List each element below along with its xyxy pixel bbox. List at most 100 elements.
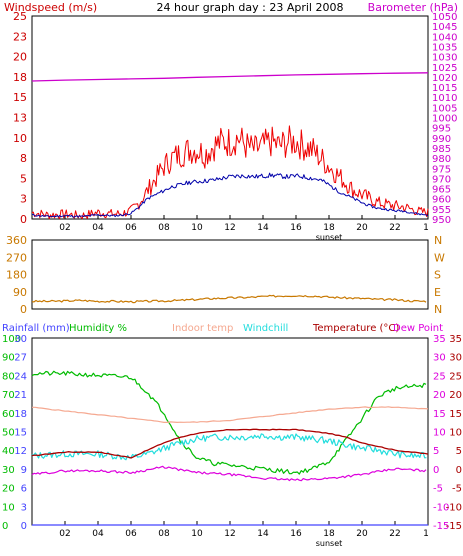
temperature-label: Temperature (°C) — [312, 323, 399, 334]
x-tick-label: 14 — [257, 223, 269, 233]
dewpoint-label: Dew Point — [393, 323, 443, 334]
temp-tick-label-outer: 5 — [456, 446, 462, 457]
wind-tick-label: 13 — [13, 112, 27, 125]
humidity-tick-label: 70 — [2, 390, 15, 401]
x-tick-label: 04 — [92, 529, 104, 539]
compass-tick-label: S — [434, 269, 441, 282]
indoor-temp-line — [32, 406, 429, 423]
baro-tick-label: 1020 — [432, 73, 457, 84]
direction-tick-label: 0 — [20, 303, 27, 316]
baro-tick-label: 950 — [432, 215, 451, 226]
sunset-marker: sunset — [316, 539, 343, 548]
rainfall-tick-label: 21 — [14, 390, 27, 401]
wind-average-line — [31, 172, 429, 218]
temp-tick-label-outer: -5 — [452, 484, 462, 495]
baro-tick-label: 1005 — [432, 103, 457, 114]
x-tick-label: 08 — [158, 529, 170, 539]
temp-tick-label-outer: 20 — [449, 390, 462, 401]
x-tick-label: 22 — [389, 223, 400, 233]
rainfall-tick-label: 27 — [14, 353, 27, 364]
temp-tick-label-outer: -15 — [446, 521, 462, 532]
rainfall-tick-label: 18 — [14, 409, 27, 420]
rainfall-tick-label: 30 — [14, 334, 27, 345]
wind-axis-label: Windspeed (m/s) — [4, 1, 97, 14]
compass-tick-label: N — [434, 234, 442, 247]
temp-tick-label-inner: -5 — [433, 484, 443, 495]
baro-tick-label: 1040 — [432, 32, 457, 43]
baro-tick-label: 1000 — [432, 114, 457, 125]
temp-tick-label-inner: 30 — [433, 353, 446, 364]
temperature-line — [31, 428, 429, 459]
wind-gust-line — [31, 125, 429, 220]
indoor-temp-label: Indoor temp — [172, 323, 233, 334]
humidity-tick-label: 80 — [2, 371, 15, 382]
x-tick-label: 12 — [224, 529, 235, 539]
rainfall-tick-label: 24 — [14, 371, 27, 382]
x-tick-label: 16 — [290, 529, 302, 539]
wind-tick-label: 23 — [13, 30, 27, 43]
baro-tick-label: 995 — [432, 124, 451, 135]
rainfall-tick-label: 12 — [14, 446, 27, 457]
x-tick-label: 20 — [356, 223, 368, 233]
baro-tick-label: 975 — [432, 164, 451, 175]
temp-tick-label-inner: 0 — [433, 465, 439, 476]
direction-panel-frame — [31, 239, 429, 310]
rainfall-tick-label: 3 — [21, 502, 27, 513]
x-tick-label: 14 — [257, 529, 269, 539]
baro-tick-label: 1015 — [432, 83, 457, 94]
humidity-line — [31, 370, 427, 475]
rainfall-label: Rainfall (mm) — [2, 323, 70, 334]
wind-panel-frame — [31, 15, 429, 220]
direction-tick-label: 180 — [6, 269, 27, 282]
rainfall-tick-label: 9 — [21, 465, 27, 476]
x-tick-label: 18 — [323, 223, 335, 233]
x-tick-label: 10 — [191, 529, 203, 539]
temp-tick-label-outer: -10 — [446, 502, 462, 513]
temp-tick-label-outer: 30 — [449, 353, 462, 364]
humidity-tick-label: 100 — [2, 334, 21, 345]
wind-tick-label: 5 — [20, 172, 27, 185]
rainfall-tick-label: 15 — [14, 428, 27, 439]
windchill-line — [31, 433, 427, 461]
wind-tick-label: 3 — [20, 193, 27, 206]
humidity-tick-label: 60 — [2, 409, 15, 420]
humidity-tick-label: 50 — [2, 428, 15, 439]
temp-tick-label-inner: 25 — [433, 371, 446, 382]
x-tick-label: 08 — [158, 223, 170, 233]
temp-tick-label-outer: 35 — [449, 334, 462, 345]
compass-tick-label: E — [434, 286, 441, 299]
baro-tick-label: 1045 — [432, 22, 457, 33]
baro-tick-label: 990 — [432, 134, 451, 145]
wind-tick-label: 18 — [13, 71, 27, 84]
x-end-tick-label: 1 — [423, 223, 429, 233]
barometer-axis-label: Barometer (hPa) — [368, 1, 458, 14]
humidity-tick-label: 10 — [2, 502, 15, 513]
wind-tick-label: 8 — [20, 152, 27, 165]
baro-tick-label: 970 — [432, 174, 451, 185]
temp-tick-label-inner: 10 — [433, 428, 446, 439]
direction-tick-label: 90 — [13, 286, 27, 299]
x-tick-label: 10 — [191, 223, 203, 233]
rainfall-tick-label: 0 — [21, 521, 27, 532]
baro-tick-label: 1025 — [432, 63, 457, 74]
chart-title: 24 hour graph day : 23 April 2008 — [157, 1, 344, 14]
humidity-label: Humidity % — [69, 323, 127, 334]
humidity-tick-label: 40 — [2, 446, 15, 457]
x-tick-label: 02 — [59, 529, 70, 539]
x-tick-label: 06 — [125, 529, 137, 539]
wind-direction-line — [31, 294, 427, 304]
dewpoint-line — [31, 465, 427, 482]
x-tick-label: 22 — [389, 529, 400, 539]
sunset-marker: sunset — [316, 233, 343, 242]
x-tick-label: 02 — [59, 223, 70, 233]
temp-tick-label-inner: 35 — [433, 334, 446, 345]
x-tick-label: 12 — [224, 223, 235, 233]
wind-tick-label: 20 — [13, 51, 27, 64]
baro-tick-label: 960 — [432, 195, 451, 206]
temp-panel-frame — [31, 337, 429, 526]
temp-tick-label-inner: -15 — [433, 521, 449, 532]
temp-tick-label-outer: 25 — [449, 371, 462, 382]
temp-tick-label-inner: -10 — [433, 502, 449, 513]
temp-tick-label-inner: 5 — [433, 446, 439, 457]
